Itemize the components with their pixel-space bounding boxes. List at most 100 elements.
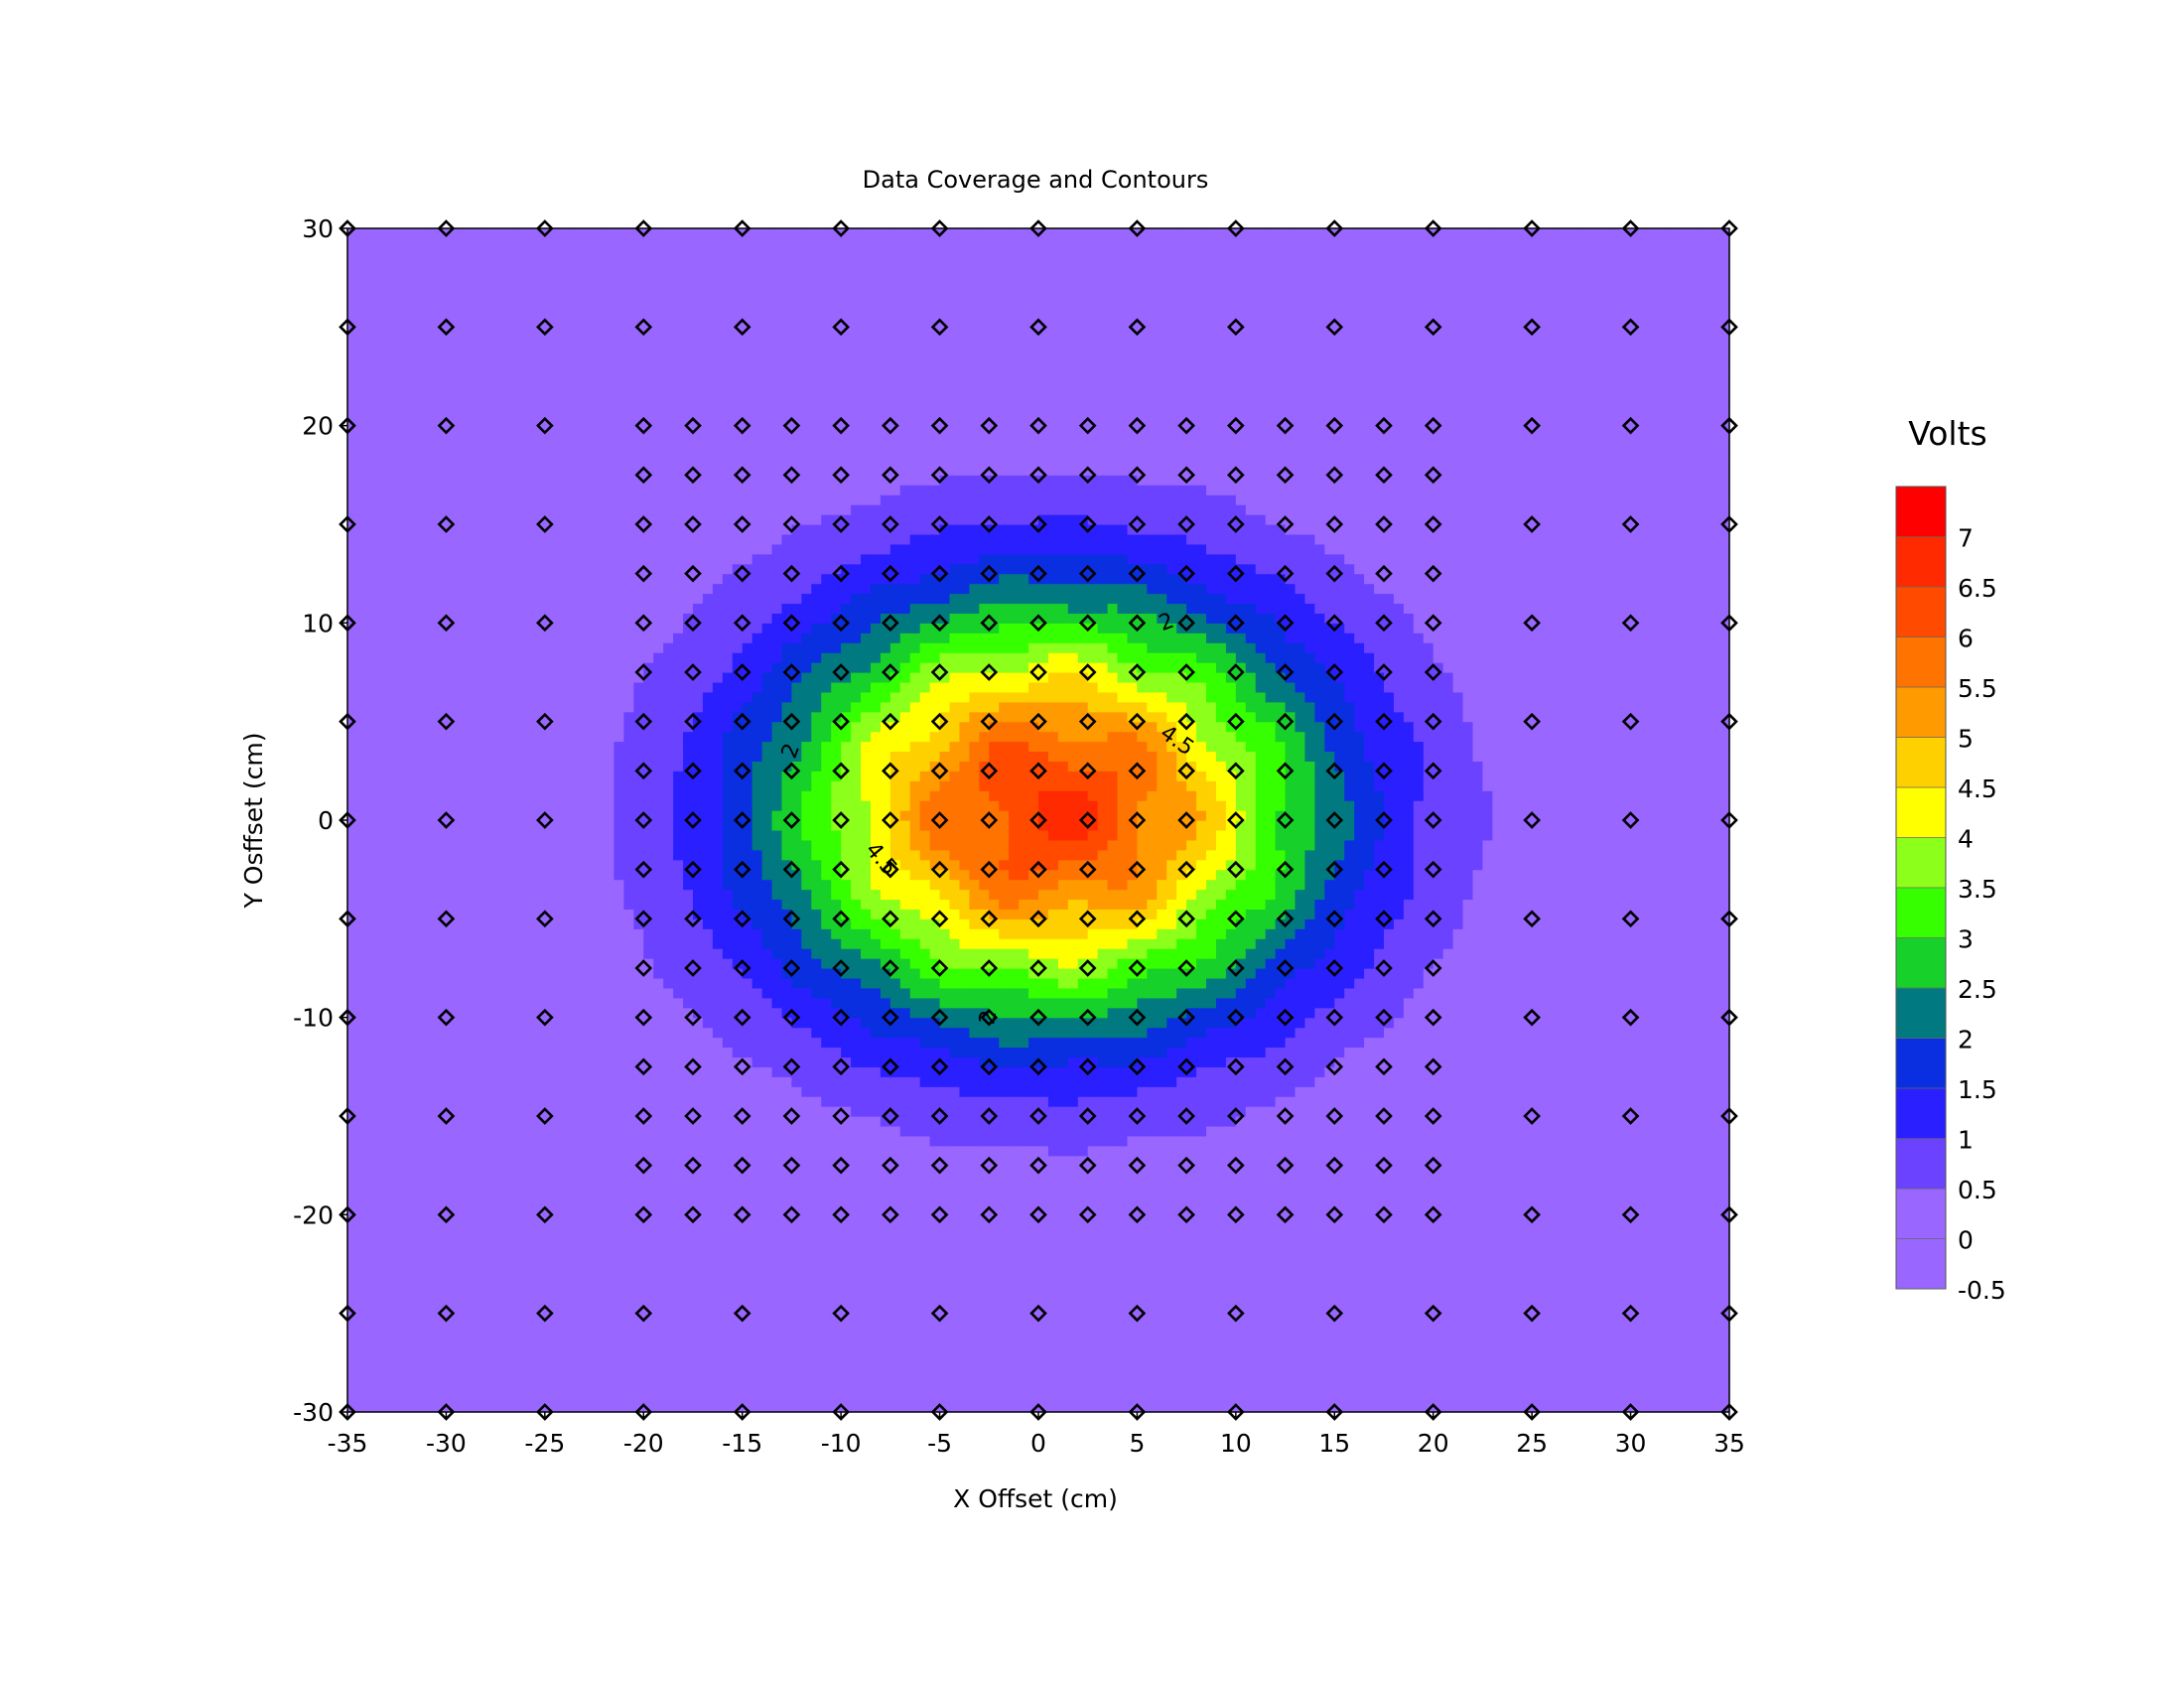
contour-cell <box>693 593 704 605</box>
contour-cell <box>722 1086 734 1097</box>
contour-cell <box>584 1214 596 1225</box>
contour-cell <box>683 514 694 525</box>
contour-cell <box>495 1303 506 1315</box>
contour-cell <box>712 1037 724 1049</box>
contour-cell <box>574 1303 586 1315</box>
contour-cell <box>524 1382 536 1393</box>
contour-cell <box>584 1066 596 1077</box>
contour-cell <box>485 445 496 457</box>
contour-cell <box>534 465 546 476</box>
contour-cell <box>732 287 744 299</box>
contour-cell <box>534 623 546 633</box>
contour-cell <box>356 820 368 831</box>
contour-cell <box>515 938 526 949</box>
contour-cell <box>347 524 358 535</box>
contour-cell <box>476 1116 486 1127</box>
contour-cell <box>732 317 744 328</box>
contour-cell <box>653 1047 664 1057</box>
contour-cell <box>544 800 556 811</box>
contour-cell <box>436 1165 448 1177</box>
contour-cell <box>712 1264 724 1275</box>
contour-cell <box>554 731 566 743</box>
contour-cell <box>396 257 408 269</box>
contour-cell <box>426 800 438 811</box>
contour-cell <box>653 257 664 269</box>
contour-cell <box>643 997 654 1009</box>
contour-cell <box>446 909 457 919</box>
contour-cell <box>485 829 496 841</box>
contour-cell <box>476 1195 486 1205</box>
contour-cell <box>485 1017 496 1029</box>
contour-cell <box>722 800 734 811</box>
contour-cell <box>436 485 448 495</box>
contour-cell <box>515 1273 526 1285</box>
contour-cell <box>584 701 596 713</box>
contour-cell <box>653 711 664 723</box>
contour-cell <box>693 1145 704 1157</box>
contour-cell <box>544 761 556 772</box>
contour-cell <box>446 1096 457 1107</box>
contour-cell <box>356 1195 368 1205</box>
contour-cell <box>515 1313 526 1325</box>
contour-cell <box>614 1323 624 1335</box>
contour-cell <box>693 928 704 939</box>
contour-cell <box>623 337 634 348</box>
contour-cell <box>722 1195 734 1205</box>
contour-cell <box>396 731 408 743</box>
contour-cell <box>416 879 428 891</box>
contour-cell <box>356 327 368 338</box>
contour-cell <box>584 1037 596 1049</box>
contour-cell <box>751 800 763 811</box>
contour-cell <box>633 455 644 466</box>
contour-cell <box>594 1392 606 1403</box>
contour-cell <box>544 1283 556 1295</box>
contour-cell <box>614 909 624 919</box>
contour-cell <box>742 633 753 643</box>
contour-cell <box>614 800 624 811</box>
contour-cell <box>485 977 496 989</box>
contour-cell <box>584 948 596 959</box>
contour-cell <box>515 879 526 891</box>
contour-cell <box>683 711 694 723</box>
contour-cell <box>564 317 576 328</box>
contour-cell <box>554 642 566 653</box>
contour-cell <box>466 257 477 269</box>
contour-cell <box>702 356 714 367</box>
contour-cell <box>406 948 418 959</box>
contour-cell <box>476 790 486 801</box>
contour-cell <box>594 593 606 605</box>
contour-cell <box>643 928 654 939</box>
contour-cell <box>524 968 536 979</box>
contour-cell <box>594 475 606 486</box>
contour-cell <box>554 287 566 299</box>
contour-cell <box>386 267 398 279</box>
contour-cell <box>544 958 556 969</box>
contour-cell <box>702 829 714 841</box>
contour-cell <box>633 1333 644 1344</box>
contour-cell <box>396 1382 408 1393</box>
contour-cell <box>663 997 674 1009</box>
contour-cell <box>366 1175 378 1187</box>
contour-cell <box>614 1145 624 1157</box>
contour-cell <box>742 1056 753 1067</box>
contour-cell <box>495 277 506 289</box>
contour-cell <box>515 385 526 397</box>
contour-cell <box>466 1214 477 1225</box>
contour-cell <box>643 1155 654 1167</box>
contour-cell <box>534 327 546 338</box>
contour-cell <box>673 287 684 299</box>
contour-cell <box>554 771 566 781</box>
contour-cell <box>623 1096 634 1107</box>
contour-cell <box>742 1007 753 1019</box>
contour-cell <box>524 1116 536 1127</box>
contour-cell <box>485 1382 496 1393</box>
contour-cell <box>366 662 378 673</box>
contour-cell <box>614 1165 624 1177</box>
contour-cell <box>534 247 546 259</box>
contour-cell <box>673 1125 684 1137</box>
contour-cell <box>693 721 704 733</box>
contour-cell <box>485 1254 496 1265</box>
contour-cell <box>594 997 606 1009</box>
contour-cell <box>712 771 724 781</box>
contour-cell <box>574 977 586 989</box>
